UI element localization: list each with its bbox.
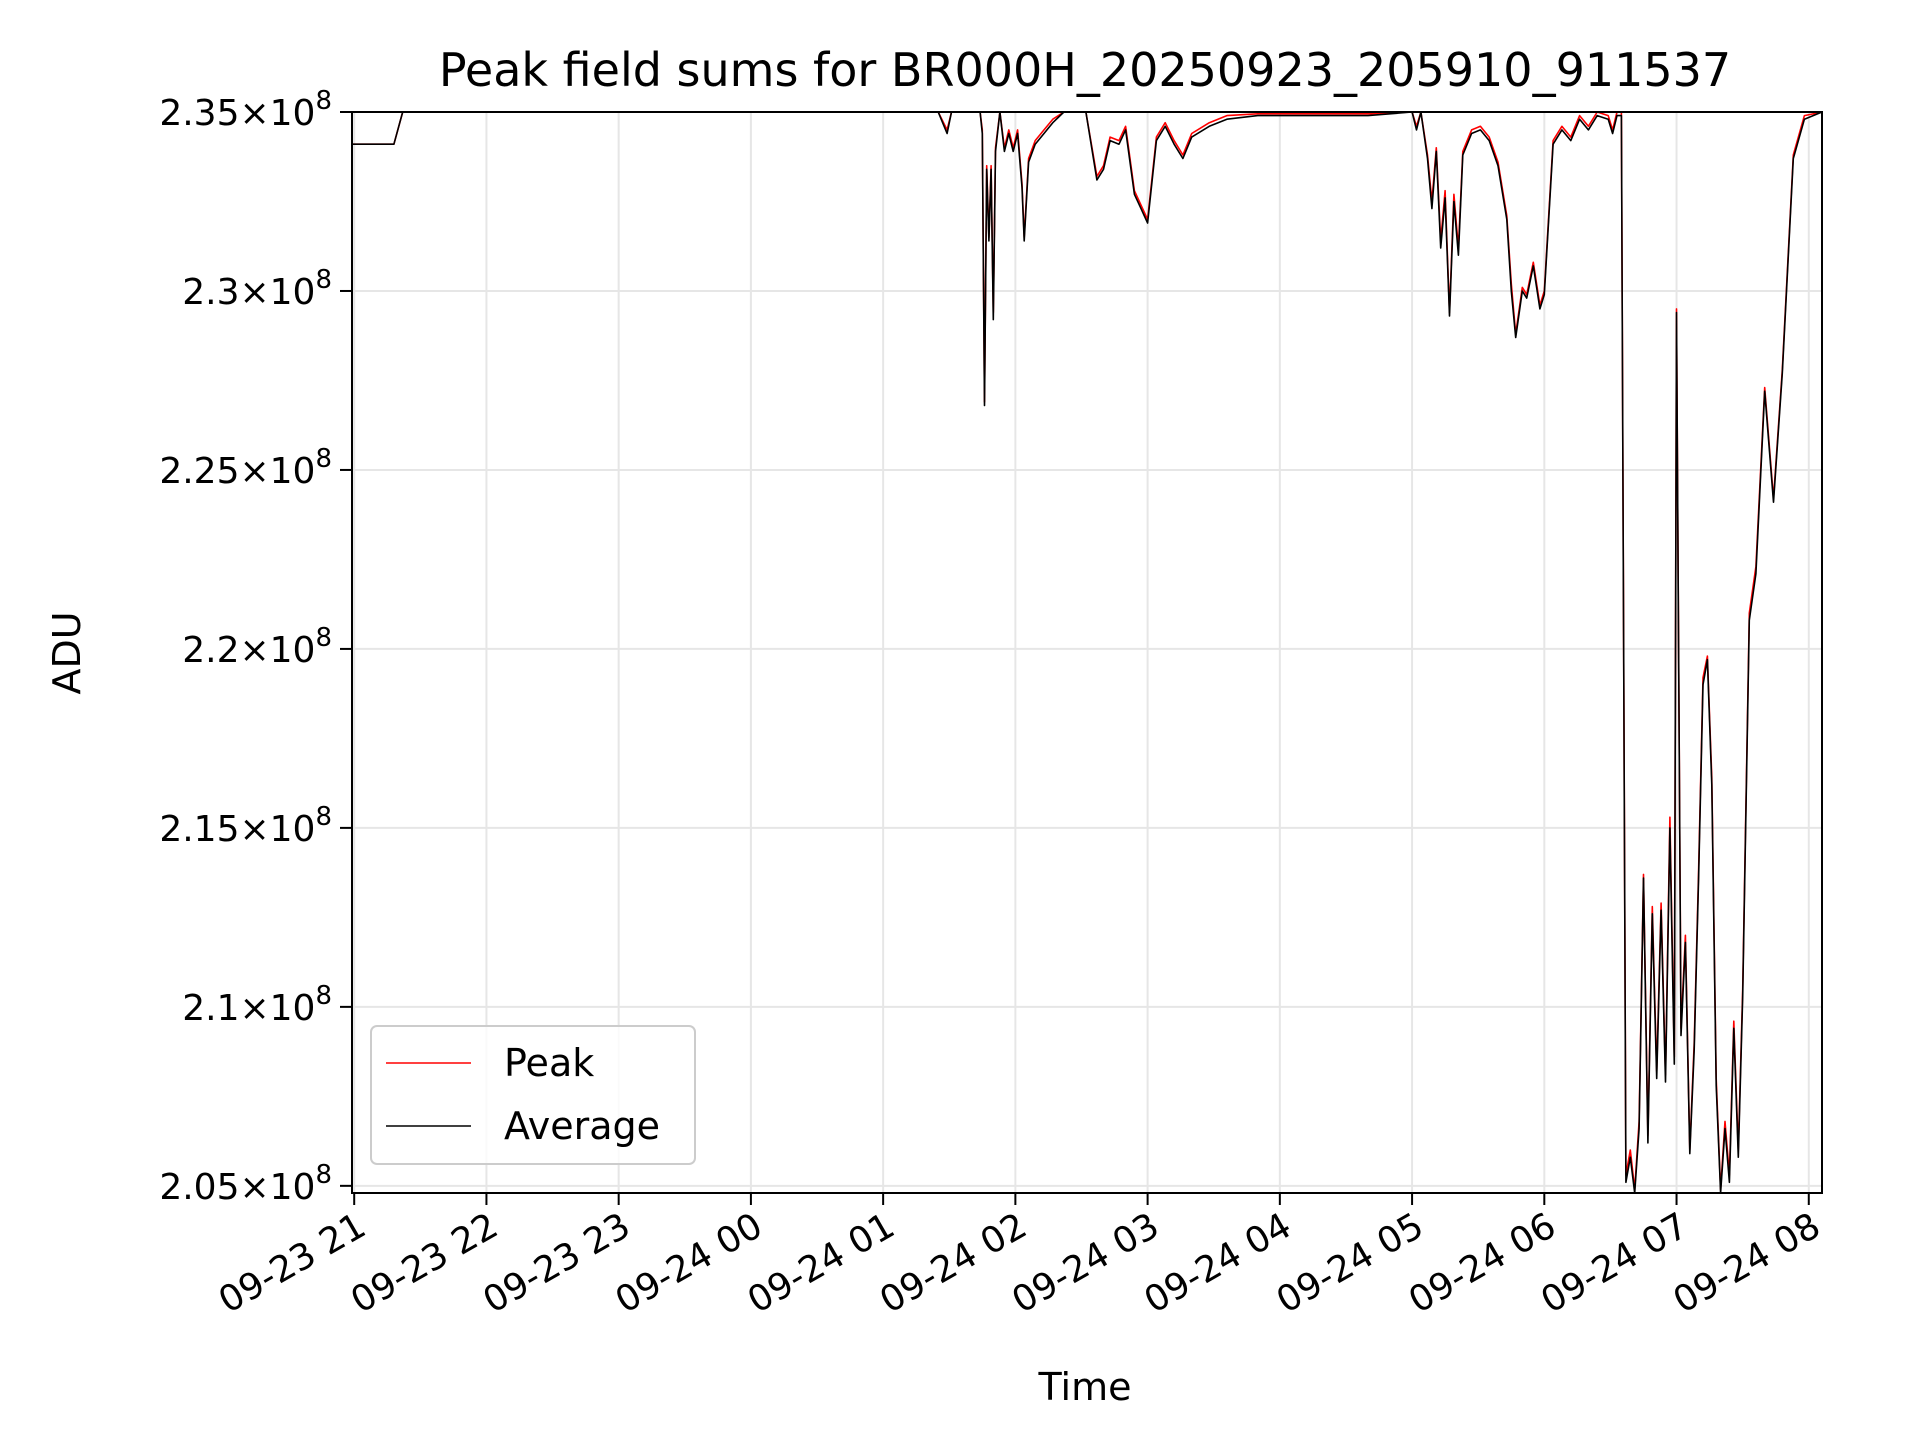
y-tick-label: 2.3×108 xyxy=(182,265,332,313)
series-line-average xyxy=(352,111,1822,1194)
y-tick-label: 2.05×108 xyxy=(159,1160,332,1208)
y-tick-label: 2.35×108 xyxy=(159,86,332,134)
plot-frame xyxy=(351,111,1823,1194)
legend-label-peak: Peak xyxy=(504,1041,594,1085)
grid-layer xyxy=(352,111,1822,1193)
y-axis-title: ADU xyxy=(45,611,89,694)
y-tick-label: 2.1×108 xyxy=(182,981,332,1029)
legend-label-average: Average xyxy=(504,1104,660,1148)
x-axis-title: Time xyxy=(1038,1365,1132,1409)
y-tick-layer: 2.05×108 2.1×108 2.15×108 2.2×108 2.25×108 2.… xyxy=(159,86,352,1208)
y-tick-label: 2.25×108 xyxy=(159,444,332,492)
series-layer xyxy=(352,111,1822,1194)
chart-title: Peak field sums for BR000H_20250923_2059… xyxy=(439,43,1731,97)
y-tick-label: 2.2×108 xyxy=(182,623,332,671)
y-tick-label: 2.15×108 xyxy=(159,802,332,850)
legend: Peak Average xyxy=(370,1025,696,1165)
legend-box xyxy=(370,1025,696,1165)
